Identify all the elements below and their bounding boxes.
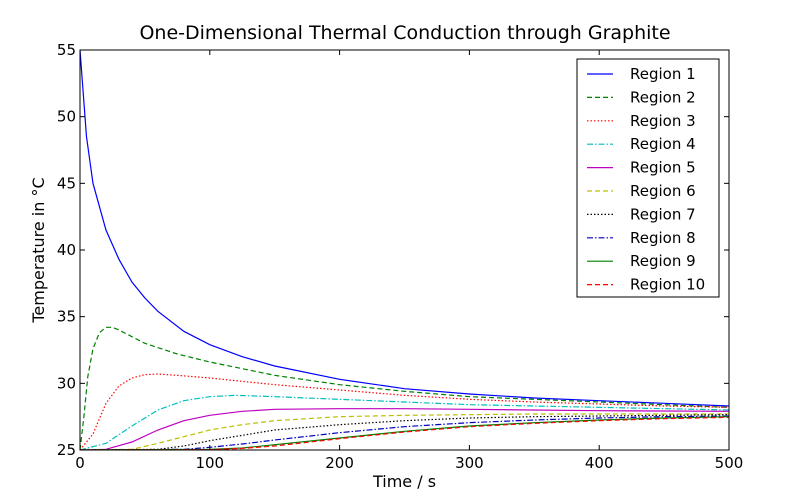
x-axis-label: Time / s bbox=[372, 472, 436, 491]
legend-label-3: Region 3 bbox=[630, 112, 696, 130]
x-tick-label: 100 bbox=[195, 454, 224, 472]
y-tick-label: 25 bbox=[57, 441, 76, 459]
legend-label-4: Region 4 bbox=[630, 135, 696, 153]
legend-label-7: Region 7 bbox=[630, 205, 696, 223]
series-line-9 bbox=[80, 416, 729, 450]
series-line-8 bbox=[80, 415, 729, 450]
series-line-10 bbox=[80, 416, 729, 450]
y-tick-label: 55 bbox=[57, 41, 76, 59]
legend-label-8: Region 8 bbox=[630, 229, 696, 247]
legend-label-1: Region 1 bbox=[630, 65, 696, 83]
y-tick-label: 30 bbox=[57, 374, 76, 392]
series-line-4 bbox=[80, 394, 729, 450]
y-tick-label: 45 bbox=[57, 174, 76, 192]
x-tick-label: 200 bbox=[325, 454, 354, 472]
chart-title: One-Dimensional Thermal Conduction throu… bbox=[139, 22, 670, 44]
series-line-6 bbox=[80, 413, 729, 450]
y-axis-label: Temperature in °C bbox=[29, 177, 48, 323]
legend-label-6: Region 6 bbox=[630, 182, 696, 200]
y-tick-label: 40 bbox=[57, 241, 76, 259]
y-tick-label: 35 bbox=[57, 308, 76, 326]
series-line-5 bbox=[80, 408, 729, 450]
y-axis-ticks: 25 30 35 40 45 50 55 bbox=[57, 41, 729, 459]
legend-label-9: Region 9 bbox=[630, 252, 696, 270]
legend-label-5: Region 5 bbox=[630, 159, 696, 177]
x-tick-label: 0 bbox=[75, 454, 85, 472]
legend-box bbox=[576, 58, 720, 298]
x-tick-label: 500 bbox=[715, 454, 744, 472]
series-line-2 bbox=[80, 326, 729, 450]
series-line-1 bbox=[80, 50, 729, 407]
series-layer bbox=[80, 50, 729, 450]
x-tick-label: 400 bbox=[585, 454, 614, 472]
series-line-7 bbox=[80, 414, 729, 450]
legend: Region 1 Region 2 Region 3 Region 4 Region 5… bbox=[576, 58, 720, 298]
legend-label-10: Region 10 bbox=[630, 276, 705, 294]
y-tick-label: 50 bbox=[57, 108, 76, 126]
legend-label-2: Region 2 bbox=[630, 88, 696, 106]
x-axis-ticks: 0 100 200 300 400 500 bbox=[75, 50, 743, 472]
x-tick-label: 300 bbox=[455, 454, 484, 472]
series-line-3 bbox=[80, 373, 729, 450]
